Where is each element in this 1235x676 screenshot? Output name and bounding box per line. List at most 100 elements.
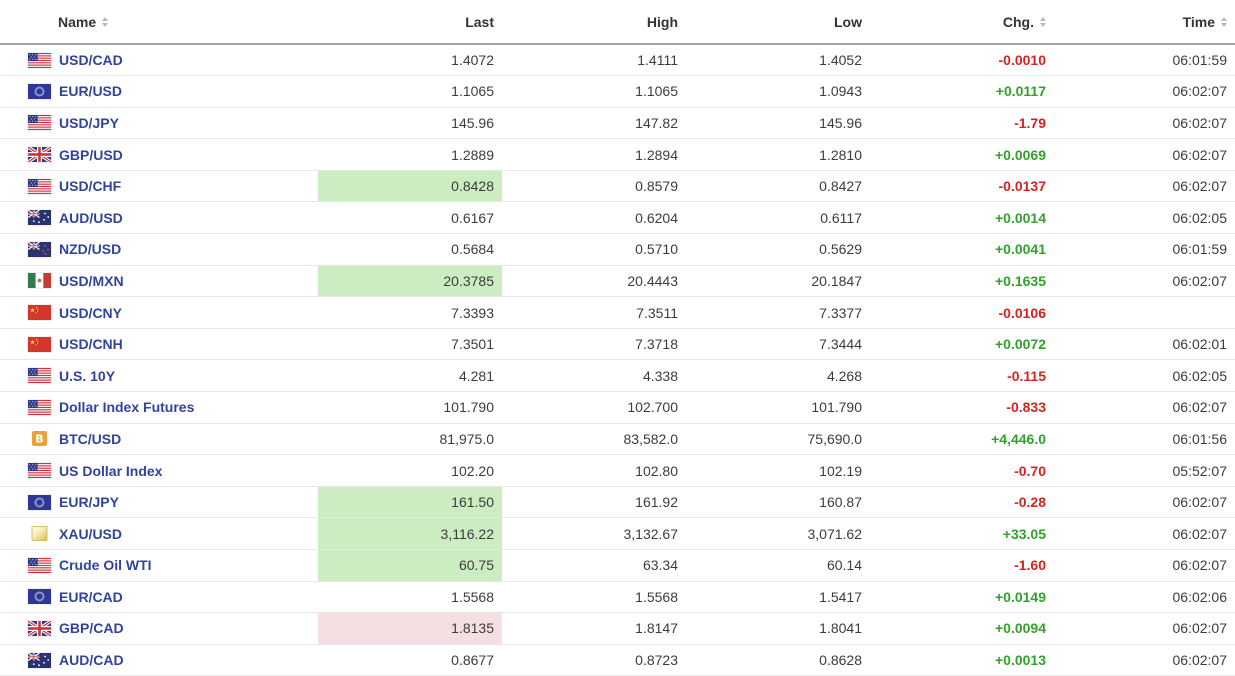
high-cell: 1.5568 bbox=[502, 581, 686, 614]
instrument-link[interactable]: NZD/USD bbox=[59, 241, 122, 258]
change-cell: -0.70 bbox=[870, 454, 1054, 487]
table-row: EUR/JPY 161.50 161.92 160.87 -0.28 06:02… bbox=[0, 486, 1235, 519]
instrument-name-cell: EUR/CAD bbox=[0, 581, 318, 614]
column-header-name[interactable]: Name bbox=[0, 0, 318, 45]
column-header-chg[interactable]: Chg. bbox=[870, 0, 1054, 45]
instrument-link[interactable]: GBP/USD bbox=[59, 146, 123, 163]
low-cell: 1.4052 bbox=[686, 44, 870, 77]
low-cell: 0.5629 bbox=[686, 233, 870, 266]
us-flag-icon bbox=[28, 178, 51, 194]
instrument-name-cell: AUD/CAD bbox=[0, 644, 318, 676]
time-cell: 06:02:07 bbox=[1054, 486, 1235, 519]
low-cell: 1.2810 bbox=[686, 138, 870, 171]
high-cell: 7.3511 bbox=[502, 296, 686, 329]
last-cell: 1.5568 bbox=[318, 581, 502, 614]
instrument-link[interactable]: USD/CNH bbox=[59, 336, 123, 353]
gb-flag-icon bbox=[28, 620, 51, 636]
last-cell: 3,116.22 bbox=[318, 517, 502, 550]
time-cell: 06:02:07 bbox=[1054, 107, 1235, 140]
time-cell: 06:02:01 bbox=[1054, 328, 1235, 361]
time-cell bbox=[1054, 296, 1235, 329]
instrument-link[interactable]: USD/CNY bbox=[59, 304, 123, 321]
high-cell: 1.2894 bbox=[502, 138, 686, 171]
last-cell: 7.3393 bbox=[318, 296, 502, 329]
us-flag-icon bbox=[28, 368, 51, 384]
instrument-link[interactable]: GBP/CAD bbox=[59, 620, 124, 637]
table-row: XAU/USD 3,116.22 3,132.67 3,071.62 +33.0… bbox=[0, 517, 1235, 550]
us-flag-icon bbox=[28, 52, 51, 68]
instrument-name-cell: USD/CNH bbox=[0, 328, 318, 361]
low-cell: 101.790 bbox=[686, 391, 870, 424]
instrument-link[interactable]: EUR/USD bbox=[59, 83, 123, 100]
instrument-link[interactable]: USD/CAD bbox=[59, 52, 123, 69]
time-cell: 06:02:05 bbox=[1054, 359, 1235, 393]
instrument-link[interactable]: U.S. 10Y bbox=[59, 367, 116, 384]
high-cell: 63.34 bbox=[502, 549, 686, 582]
low-cell: 3,071.62 bbox=[686, 517, 870, 550]
instrument-name-cell: NZD/USD bbox=[0, 233, 318, 266]
instrument-link[interactable]: USD/CHF bbox=[59, 178, 122, 195]
last-cell: 7.3501 bbox=[318, 328, 502, 361]
table-row: EUR/CAD 1.5568 1.5568 1.5417 +0.0149 06:… bbox=[0, 581, 1235, 614]
instrument-name-cell: EUR/JPY bbox=[0, 486, 318, 519]
table-row: GBP/USD 1.2889 1.2894 1.2810 +0.0069 06:… bbox=[0, 138, 1235, 171]
table-row: US Dollar Index 102.20 102.80 102.19 -0.… bbox=[0, 454, 1235, 487]
column-header-time[interactable]: Time bbox=[1054, 0, 1235, 45]
column-label: Time bbox=[1182, 13, 1215, 30]
instrument-link[interactable]: BTC/USD bbox=[59, 430, 122, 447]
last-cell: 1.4072 bbox=[318, 44, 502, 77]
time-cell: 06:02:07 bbox=[1054, 265, 1235, 298]
low-cell: 160.87 bbox=[686, 486, 870, 519]
last-cell: 161.50 bbox=[318, 486, 502, 519]
change-cell: +0.1635 bbox=[870, 265, 1054, 298]
instrument-link[interactable]: EUR/JPY bbox=[59, 494, 119, 511]
instrument-link[interactable]: Dollar Index Futures bbox=[59, 399, 195, 416]
column-label: Last bbox=[465, 13, 494, 30]
table-row: AUD/USD 0.6167 0.6204 0.6117 +0.0014 06:… bbox=[0, 201, 1235, 235]
instrument-link[interactable]: USD/MXN bbox=[59, 272, 124, 289]
table-row: USD/CNY 7.3393 7.3511 7.3377 -0.0106 bbox=[0, 296, 1235, 329]
time-cell: 06:02:07 bbox=[1054, 644, 1235, 676]
change-cell: -0.833 bbox=[870, 391, 1054, 424]
time-cell: 06:02:07 bbox=[1054, 391, 1235, 424]
time-cell: 06:01:59 bbox=[1054, 233, 1235, 266]
instrument-name-cell: Dollar Index Futures bbox=[0, 391, 318, 424]
last-cell: 0.6167 bbox=[318, 201, 502, 235]
last-cell: 0.5684 bbox=[318, 233, 502, 266]
change-cell: +0.0041 bbox=[870, 233, 1054, 266]
table-row: AUD/CAD 0.8677 0.8723 0.8628 +0.0013 06:… bbox=[0, 644, 1235, 676]
change-cell: -0.28 bbox=[870, 486, 1054, 519]
high-cell: 147.82 bbox=[502, 107, 686, 140]
instrument-link[interactable]: USD/JPY bbox=[59, 114, 119, 131]
instrument-link[interactable]: Crude Oil WTI bbox=[59, 557, 152, 574]
low-cell: 20.1847 bbox=[686, 265, 870, 298]
instrument-link[interactable]: AUD/USD bbox=[59, 209, 123, 226]
high-cell: 0.5710 bbox=[502, 233, 686, 266]
time-cell: 05:52:07 bbox=[1054, 454, 1235, 487]
instrument-name-cell: GBP/CAD bbox=[0, 612, 318, 645]
column-label: Chg. bbox=[1002, 13, 1034, 30]
column-header-high: High bbox=[502, 0, 686, 45]
instrument-link[interactable]: AUD/CAD bbox=[59, 652, 124, 669]
last-cell: 145.96 bbox=[318, 107, 502, 140]
time-cell: 06:02:07 bbox=[1054, 138, 1235, 171]
instrument-link[interactable]: US Dollar Index bbox=[59, 462, 163, 479]
last-cell: 1.2889 bbox=[318, 138, 502, 171]
sort-icon bbox=[102, 16, 109, 27]
instrument-link[interactable]: EUR/CAD bbox=[59, 588, 123, 605]
instrument-link[interactable]: XAU/USD bbox=[59, 525, 123, 542]
instrument-name-cell: USD/CHF bbox=[0, 170, 318, 203]
high-cell: 4.338 bbox=[502, 359, 686, 393]
table-row: USD/JPY 145.96 147.82 145.96 -1.79 06:02… bbox=[0, 107, 1235, 140]
eu-flag-icon bbox=[28, 83, 51, 99]
svg-text:B: B bbox=[35, 433, 43, 446]
instrument-name-cell: U.S. 10Y bbox=[0, 359, 318, 393]
table-row: B BTC/USD 81,975.0 83,582.0 75,690.0 +4,… bbox=[0, 423, 1235, 456]
last-cell: 1.1065 bbox=[318, 75, 502, 108]
instrument-name-cell: GBP/USD bbox=[0, 138, 318, 171]
high-cell: 20.4443 bbox=[502, 265, 686, 298]
column-header-low: Low bbox=[686, 0, 870, 45]
low-cell: 1.8041 bbox=[686, 612, 870, 645]
table-row: Crude Oil WTI 60.75 63.34 60.14 -1.60 06… bbox=[0, 549, 1235, 582]
header-row: Name Last High Low Chg. Time bbox=[0, 0, 1235, 45]
